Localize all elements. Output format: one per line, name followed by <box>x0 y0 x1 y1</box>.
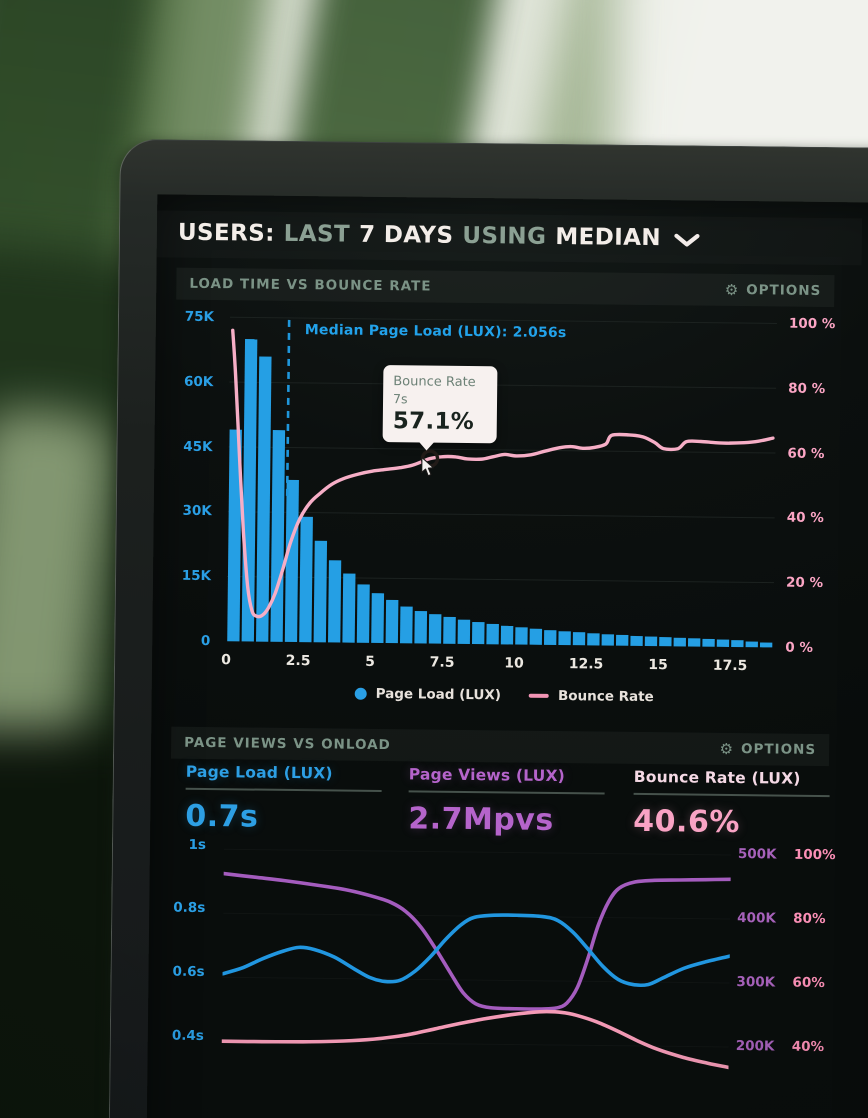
y-axis-tick-seconds: 0.6s <box>172 963 205 981</box>
tooltip-series: Bounce Rate <box>393 374 476 391</box>
panel-title: PAGE VIEWS VS ONLOAD <box>184 734 391 754</box>
y-axis-tick-left: 60K <box>183 373 214 391</box>
x-axis-tick: 0 <box>221 652 232 669</box>
legend-label: Page Load (LUX) <box>375 685 502 704</box>
y-axis-tick-right: 80 % <box>788 380 826 398</box>
options-label: OPTIONS <box>740 741 817 758</box>
metric-page-views: Page Views (LUX) 2.7Mpvs <box>408 765 614 838</box>
legend-line-icon <box>528 693 550 698</box>
y-axis-tick-left: 0 <box>200 632 211 650</box>
metric-divider <box>185 787 382 793</box>
hover-tooltip: Bounce Rate 7s 57.1% <box>382 365 498 443</box>
series-line-thousands <box>221 871 731 1011</box>
panel-header-page-views: PAGE VIEWS VS ONLOAD ⚙ OPTIONS <box>170 726 830 767</box>
metric-bounce-rate: Bounce Rate (LUX) 40.6% <box>633 768 839 841</box>
y-axis-tick-percent: 60% <box>792 974 825 992</box>
metric-page-load: Page Load (LUX) 0.7s <box>185 763 391 836</box>
y-axis-tick-right: 20 % <box>785 574 824 592</box>
series-line-percent <box>221 1009 731 1070</box>
y-axis-tick-thousands: 200K <box>735 1038 775 1055</box>
histogram-bars <box>227 339 773 648</box>
tooltip-value: 57.1% <box>392 407 475 435</box>
y-axis-tick-left: 75K <box>184 308 215 326</box>
panel-header-load-time: LOAD TIME VS BOUNCE RATE ⚙ OPTIONS <box>176 267 835 308</box>
gear-icon: ⚙ <box>719 739 735 758</box>
legend-dot-icon <box>354 687 367 700</box>
legend-item-page-load[interactable]: Page Load (LUX) <box>354 685 502 704</box>
y-axis-tick-percent: 80% <box>793 910 826 928</box>
metric-label: Page Load (LUX) <box>185 762 333 783</box>
mouse-cursor-icon <box>421 456 434 477</box>
dashboard-screen: USERS: LAST 7 DAYS USING MEDIAN LOAD TIM… <box>146 194 868 1118</box>
metric-value: 0.7s <box>185 798 259 835</box>
metric-label: Bounce Rate (LUX) <box>633 767 801 788</box>
metric-divider <box>408 790 605 795</box>
x-axis-tick: 10 <box>504 655 524 672</box>
chevron-down-icon[interactable] <box>674 233 700 247</box>
median-dashed-line <box>285 319 291 501</box>
gear-icon: ⚙ <box>724 280 740 299</box>
pageviews-vs-onload-chart: 1s 0.8s 0.6s 0.4s 500K 400K 300K 200K 100% 80% 60%… <box>147 837 855 1110</box>
x-axis-tick: 7.5 <box>429 654 455 671</box>
y-axis-tick-seconds: 0.4s <box>171 1027 204 1045</box>
laptop-bezel: USERS: LAST 7 DAYS USING MEDIAN LOAD TIM… <box>107 139 868 1118</box>
metric-label: Page Views (LUX) <box>408 765 566 786</box>
x-axis-tick: 17.5 <box>712 657 748 675</box>
metric-summary-row: Page Load (LUX) 0.7s Page Views (LUX) 2.… <box>150 762 856 850</box>
y-axis-tick-left: 15K <box>181 567 212 585</box>
title-segment: MEDIAN <box>555 223 662 252</box>
y-axis-tick-right: 0 % <box>785 639 813 656</box>
y-axis-tick-percent: 100% <box>793 846 836 864</box>
tooltip-x-value: 7s <box>392 390 408 406</box>
title-segment: USERS: <box>177 219 275 247</box>
y-axis-tick-thousands: 500K <box>737 846 777 863</box>
y-axis-tick-right: 60 % <box>787 445 825 463</box>
page-title[interactable]: USERS: LAST 7 DAYS USING MEDIAN <box>178 220 700 252</box>
title-segment: LAST <box>283 220 351 248</box>
load-time-vs-bounce-chart: Median Page Load (LUX): 2.056s Bounce Ra… <box>151 304 861 732</box>
title-segment: USING <box>462 222 547 250</box>
metric-value: 2.7Mpvs <box>408 801 554 838</box>
y-axis-tick-left: 30K <box>182 502 212 520</box>
chart-legend: Page Load (LUX) Bounce Rate <box>152 683 857 707</box>
metric-divider <box>633 792 830 798</box>
legend-item-bounce-rate[interactable]: Bounce Rate <box>528 688 654 706</box>
load-time-chart-svg <box>227 316 777 648</box>
x-axis-tick: 5 <box>365 653 376 670</box>
y-axis-tick-percent: 40% <box>791 1038 825 1056</box>
options-button[interactable]: ⚙ OPTIONS <box>719 739 817 758</box>
legend-label: Bounce Rate <box>557 688 654 706</box>
options-label: OPTIONS <box>746 282 822 299</box>
y-axis-tick-right: 100 % <box>788 315 836 333</box>
y-axis-tick-thousands: 300K <box>736 974 776 991</box>
metric-value: 40.6% <box>633 803 741 841</box>
median-annotation: Median Page Load (LUX): 2.056s <box>304 322 567 342</box>
series-line-seconds <box>221 913 731 988</box>
y-axis-tick-thousands: 400K <box>737 910 776 927</box>
y-axis-tick-left: 45K <box>183 438 213 456</box>
x-axis-tick: 12.5 <box>568 656 604 673</box>
pageviews-chart-svg <box>221 871 731 1070</box>
y-axis-tick-right: 40 % <box>786 509 824 527</box>
title-segment: 7 DAYS <box>358 221 454 249</box>
y-axis-tick-seconds: 0.8s <box>173 899 206 917</box>
x-axis-tick: 15 <box>648 657 668 674</box>
bounce-rate-line <box>231 328 775 619</box>
y-axis-tick-seconds: 1s <box>188 836 207 854</box>
panel-title: LOAD TIME VS BOUNCE RATE <box>189 275 432 295</box>
x-axis-tick: 2.5 <box>285 652 311 670</box>
options-button[interactable]: ⚙ OPTIONS <box>724 280 822 299</box>
